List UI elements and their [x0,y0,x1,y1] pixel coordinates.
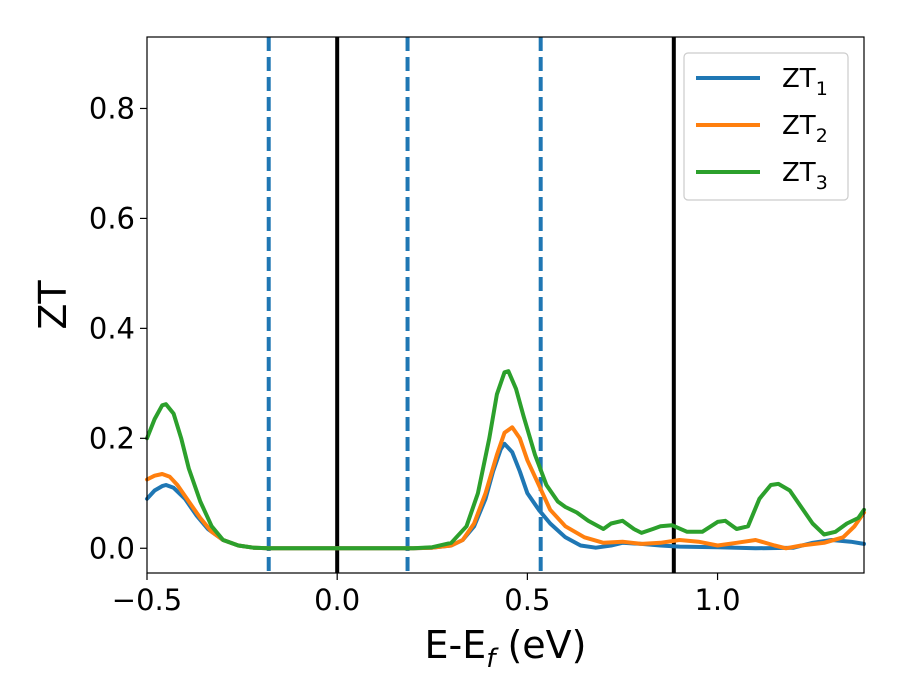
legend-label-zt1: ZT1 [782,64,828,100]
x-tick-label-2: 0.5 [504,583,550,617]
y-tick-label-2: 0.4 [89,311,135,345]
legend-box [683,52,849,201]
y-tick-label-0: 0.0 [89,531,135,565]
y-tick-label-4: 0.8 [89,91,135,125]
y-tick-label-1: 0.2 [89,421,135,455]
legend-label-zt1-subscript: 1 [816,78,828,100]
y-axis-label: ZT [31,280,75,330]
series-line-zt2 [145,425,866,551]
x-axis-label: E-Ef (eV) [425,623,587,674]
y-tick-label-3: 0.6 [89,201,135,235]
series-line-zt3 [145,369,866,551]
legend-label-zt3-subscript: 3 [816,172,828,194]
x-tick-label-3: 1.0 [694,583,740,617]
axis-ticks: −0.5 0.0 0.5 1.0 0.0 0.2 0.4 0.6 0.8 [89,91,741,617]
x-axis-label-main: E-E [425,623,487,667]
series-lines [145,369,866,551]
series-line-zt1 [145,441,866,551]
legend-label-zt2: ZT2 [782,111,828,147]
vertical-reference-lines [266,37,676,573]
legend-label-zt1-main: ZT [782,64,816,94]
x-tick-label-1: 0.0 [314,583,360,617]
legend-label-zt3: ZT3 [782,158,828,194]
legend-label-zt2-main: ZT [782,111,816,141]
legend-label-zt2-subscript: 2 [816,125,828,147]
plot-frame [146,36,865,574]
legend: ZT1 ZT2 ZT3 [683,52,849,201]
legend-label-zt3-main: ZT [782,158,816,188]
x-axis-label-unit: (eV) [495,623,586,667]
x-tick-label-0: −0.5 [112,583,182,617]
